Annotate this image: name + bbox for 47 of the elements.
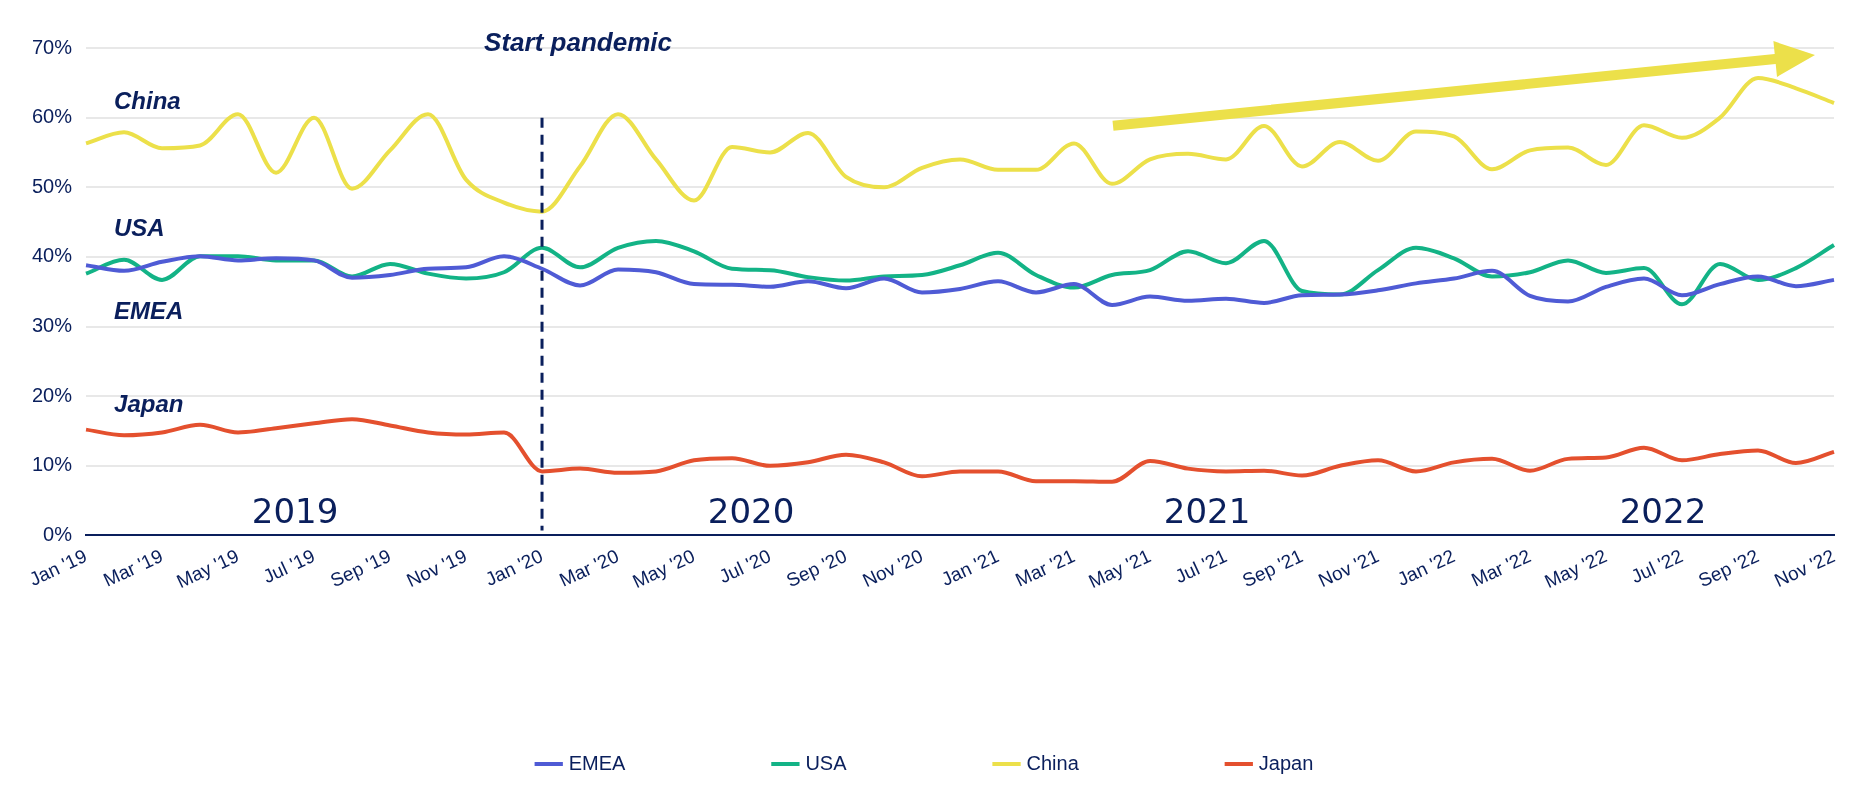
y-tick-label: 10% [32, 453, 73, 476]
legend-label: China [1026, 751, 1080, 774]
x-tick-label: Jan '22 [1394, 545, 1458, 590]
x-tick-label: Jan '20 [482, 545, 546, 590]
x-tick-label: May '22 [1541, 545, 1610, 593]
text: EMEA [114, 297, 184, 325]
legend-label: EMEA [568, 751, 627, 774]
x-tick-label: Mar '21 [1012, 545, 1078, 591]
line-series [84, 75, 1836, 214]
x-tick-label: Sep '22 [1695, 545, 1762, 592]
x-tick-label: Jan '19 [26, 545, 90, 590]
x-tick-label: Jul '22 [1627, 545, 1686, 588]
x-tick-label: Sep '21 [1239, 545, 1306, 592]
x-tick-label: Mar '20 [556, 545, 622, 591]
x-tick-label: Sep '20 [783, 545, 850, 592]
annotation: 2020 [707, 491, 795, 532]
x-tick-label: Mar '19 [100, 545, 166, 591]
x-tick-label: Jul '20 [715, 545, 774, 588]
y-tick-label: 60% [32, 105, 73, 128]
y-tick-label: 0% [43, 522, 73, 545]
y-tick-label: 40% [32, 244, 73, 267]
text: China [114, 86, 181, 114]
ref-line-label: Start pandemic [484, 27, 673, 58]
text: USA [114, 214, 165, 242]
x-tick-label: Nov '20 [859, 545, 926, 592]
y-tick-label: 50% [32, 174, 73, 197]
x-tick-label: May '19 [173, 545, 242, 593]
x-tick-label: Mar '22 [1468, 545, 1534, 591]
x-tick-label: Nov '21 [1315, 545, 1382, 592]
x-tick-label: Jul '19 [259, 545, 318, 588]
x-tick-label: Jan '21 [938, 545, 1002, 590]
x-tick-label: Nov '22 [1771, 545, 1838, 592]
legend-label: USA [805, 751, 848, 774]
annotation: 2019 [251, 491, 339, 532]
line-series [84, 417, 1836, 484]
y-tick-label: 20% [32, 383, 73, 406]
x-tick-label: Nov '19 [403, 545, 470, 592]
y-tick-label: 70% [32, 35, 73, 58]
annotation: 2021 [1163, 491, 1251, 532]
annotation: 2022 [1619, 491, 1707, 532]
x-tick-label: May '21 [1085, 545, 1154, 593]
y-tick-label: 30% [32, 314, 73, 337]
x-tick-label: May '20 [629, 545, 698, 593]
x-tick-label: Sep '19 [327, 545, 394, 592]
legend-label: Japan [1258, 751, 1314, 774]
text: Japan [114, 389, 184, 417]
x-tick-label: Jul '21 [1171, 545, 1230, 588]
